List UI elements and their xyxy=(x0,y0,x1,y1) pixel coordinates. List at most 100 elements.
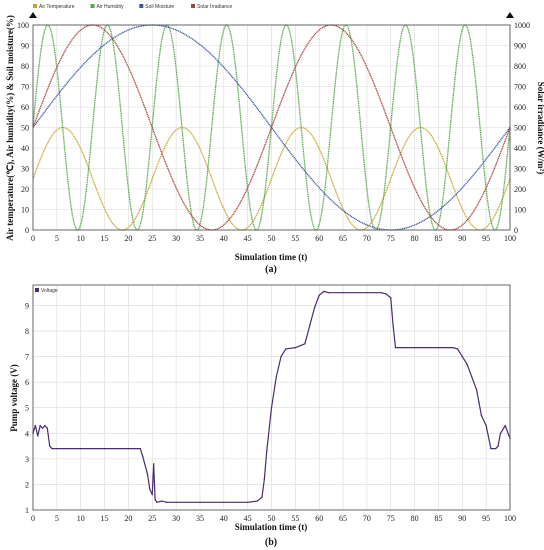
chart-b-point xyxy=(285,348,287,350)
chart-a-y-tick-label-left: 10 xyxy=(21,206,29,215)
chart-a-y-tick-label-left: 60 xyxy=(21,103,29,112)
chart-b-y-tick-label: 3 xyxy=(25,455,29,464)
chart-a-x-tick-label: 95 xyxy=(482,234,490,243)
chart-a-legend-swatch xyxy=(139,4,144,8)
chart-b-point xyxy=(266,450,268,452)
chart-b-point xyxy=(380,291,382,294)
chart-b-point xyxy=(199,501,201,504)
chart-b-x-tick-label: 55 xyxy=(291,514,299,523)
chart-b-x-tick-label: 35 xyxy=(196,514,204,523)
chart-b-y-tick-label: 4 xyxy=(25,429,29,438)
chart-a-y-tick-label-right: 500 xyxy=(514,124,526,133)
chart-a-x-tick-label: 20 xyxy=(124,234,132,243)
chart-b-point xyxy=(494,447,497,450)
chart-a-y-tick-label-right: 700 xyxy=(514,83,526,92)
chart-a-x-tick-label: 100 xyxy=(504,234,516,243)
chart-b-x-tick-label: 25 xyxy=(148,514,156,523)
chart-b-point xyxy=(142,455,144,458)
chart-b-point xyxy=(165,501,168,504)
chart-a-x-tick-label: 35 xyxy=(196,234,204,243)
chart-a-y-tick-label-right: 100 xyxy=(514,206,526,215)
chart-b-legend-label: Voltage xyxy=(41,288,58,294)
chart-b-y-tick-label: 7 xyxy=(25,353,29,362)
chart-b-x-tick-label: 15 xyxy=(101,514,109,523)
chart-b-y-tick-label: 5 xyxy=(25,404,29,413)
chart-a-ylabel-left: Air temperature(℃), Air humidity(%) & So… xyxy=(5,15,15,241)
chart-b-x-tick-label: 50 xyxy=(268,514,276,523)
chart-b-point xyxy=(39,424,41,427)
chart-b-point xyxy=(34,424,37,427)
chart-b-point xyxy=(342,291,344,294)
chart-b-point xyxy=(154,499,156,501)
chart-b-point xyxy=(394,346,397,349)
chart-a-y-tick-label-left: 40 xyxy=(21,144,29,153)
chart-b-point xyxy=(80,447,82,450)
chart-b-point xyxy=(51,447,53,450)
chart-a-y-tick-label-left: 30 xyxy=(21,165,29,174)
chart-a-caption: (a) xyxy=(265,264,277,275)
chart-b-y-tick-label: 2 xyxy=(25,480,29,489)
chart-a-y-tick-label-left: 80 xyxy=(21,62,29,71)
chart-b-y-ticks: 1 2 3 4 5 6 7 8 9 xyxy=(25,301,29,515)
chart-b-series-line xyxy=(32,290,511,503)
chart-a-x-tick-label: 45 xyxy=(244,234,252,243)
chart-a-x-tick-label: 15 xyxy=(101,234,109,243)
chart-b-point xyxy=(318,294,320,296)
chart-b-point xyxy=(156,501,158,504)
chart-b-grid xyxy=(32,285,511,511)
chart-a-legend-swatch xyxy=(33,4,37,8)
chart-a-x-tick-label: 25 xyxy=(148,234,156,243)
chart-b-x-tick-label: 10 xyxy=(77,514,85,523)
chart-a-plot-frame xyxy=(32,24,511,231)
chart-a-y-tick-label-left: 70 xyxy=(21,83,29,92)
chart-a-series xyxy=(32,24,511,231)
chart-b-point xyxy=(308,325,311,327)
chart-a-y-tick-label-right: 900 xyxy=(514,42,526,51)
chart-b-point xyxy=(151,493,153,496)
chart-b-x-tick-label: 90 xyxy=(458,514,466,523)
chart-b-point xyxy=(48,445,51,447)
chart-b-point xyxy=(437,346,440,349)
chart-b-x-tick-label: 100 xyxy=(504,514,516,523)
chart-b-point xyxy=(37,435,39,437)
chart-b-point xyxy=(152,463,155,465)
chart-a-x-tick-label: 70 xyxy=(363,234,371,243)
chart-b-point xyxy=(41,427,44,429)
chart-b-x-tick-label: 30 xyxy=(172,514,180,523)
chart-b-point xyxy=(146,473,149,475)
chart-a-ylabel-right: Solar irradiance (W/m²) xyxy=(536,82,544,175)
chart-b-series xyxy=(32,290,511,504)
chart-a-series-line xyxy=(32,24,511,231)
chart-b-point xyxy=(466,363,468,365)
chart-b-point xyxy=(304,343,306,345)
chart-a-series-line xyxy=(32,126,511,231)
chart-b-point xyxy=(475,389,478,391)
chart-b-x-tick-label: 60 xyxy=(315,514,323,523)
chart-a-x-tick-label: 90 xyxy=(458,234,466,243)
chart-a-y-tick-label-left: 50 xyxy=(21,124,29,133)
chart-b-x-tick-label: 75 xyxy=(387,514,395,523)
chart-a-x-tick-label: 65 xyxy=(339,234,347,243)
chart-b-point xyxy=(149,488,151,491)
chart-b-point xyxy=(161,500,163,502)
chart-a-y-tick-label-left: 0 xyxy=(25,226,29,235)
chart-a-legend-label: Soil Moisture xyxy=(145,4,174,10)
chart-a-legend-label: Solar Irradiance xyxy=(197,4,233,10)
chart-a-y-tick-label-right: 0 xyxy=(514,226,518,235)
chart-a-xlabel: Simulation time (t) xyxy=(235,252,308,262)
chart-b-x-tick-label: 85 xyxy=(434,514,442,523)
chart-b-x-tick-label: 5 xyxy=(55,514,59,523)
chart-b-y-tick-label: 6 xyxy=(25,378,29,387)
chart-b-x-tick-label: 70 xyxy=(363,514,371,523)
chart-b-point xyxy=(223,501,225,504)
chart-a-y-tick-label-right: 200 xyxy=(514,185,526,194)
chart-a-left-axis-arrow xyxy=(29,12,37,18)
chart-a-y-ticks-left: 0 10 20 30 40 50 60 70 80 90 100 xyxy=(17,21,29,235)
chart-a-x-tick-label: 50 xyxy=(268,234,276,243)
chart-a: 0 5 10 15 20 25 30 35 40 45 50 55 60 65 70 75 80 85 90 95 10… xyxy=(5,4,544,275)
chart-b-point xyxy=(246,501,249,504)
chart-a-x-tick-label: 55 xyxy=(291,234,299,243)
chart-b-x-tick-label: 20 xyxy=(124,514,132,523)
chart-b-point xyxy=(499,432,502,434)
